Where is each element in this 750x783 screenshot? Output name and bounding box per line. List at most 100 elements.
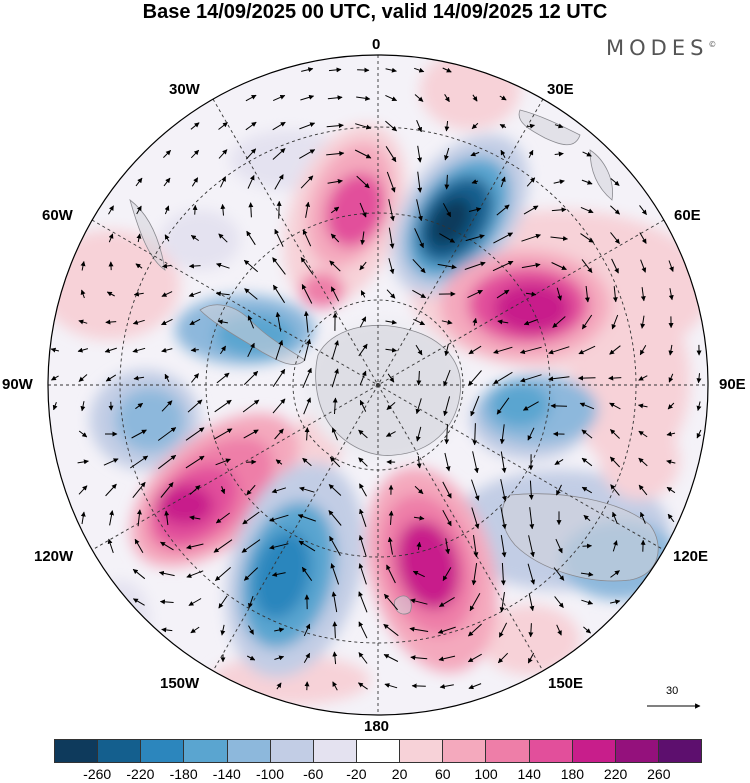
wind-arrow [581, 599, 594, 605]
colorbar-cell [98, 740, 142, 762]
wind-arrow [245, 148, 257, 160]
wind-arrow [468, 345, 482, 355]
wind-arrow [553, 567, 565, 581]
wind-arrow [275, 339, 284, 360]
wind-arrow [385, 67, 397, 73]
wind-arrow [242, 511, 260, 525]
wind-arrow [551, 262, 567, 270]
wind-arrow [77, 459, 89, 465]
wind-arrow [583, 626, 591, 634]
wind-arrow [410, 655, 428, 661]
wind-arrow [301, 67, 314, 73]
wind-arrow [416, 120, 422, 133]
wind-arrow [187, 399, 203, 413]
wind-arrow [298, 540, 316, 552]
wind-arrow [499, 95, 507, 101]
wind-arrow [358, 563, 367, 585]
wind-arrow [272, 257, 286, 275]
wind-arrow [359, 316, 367, 328]
wind-arrow [302, 457, 312, 467]
wind-arrow [329, 535, 341, 556]
wind-arrow [135, 402, 144, 410]
wind-arrow [105, 374, 117, 382]
wind-arrow [189, 318, 201, 326]
wind-arrow [497, 652, 509, 664]
wind-arrow [522, 401, 539, 411]
colorbar-cell [270, 740, 314, 762]
wind-arrow [304, 427, 310, 441]
wind-arrow [275, 459, 283, 465]
wind-arrow [272, 284, 286, 304]
wind-arrow [437, 626, 456, 634]
wind-arrow [696, 401, 702, 411]
wind-arrow [498, 622, 508, 638]
wind-arrow [77, 347, 89, 353]
wind-arrow [157, 454, 177, 470]
wind-arrow [500, 451, 507, 473]
colorbar-tick-label: 220 [603, 766, 628, 782]
wind-arrow [441, 319, 453, 325]
wind-arrow [358, 621, 368, 639]
label-30e: 30E [547, 81, 574, 98]
wind-arrow [360, 231, 366, 245]
wind-arrow [668, 344, 674, 356]
wind-arrow [163, 177, 171, 187]
wind-arrow [500, 176, 506, 188]
wind-arrow [248, 625, 254, 635]
wind-arrow [104, 347, 117, 353]
wind-arrow [134, 538, 144, 554]
wind-arrow [610, 484, 620, 496]
colorbar-tick-label: -180 [169, 766, 198, 782]
wind-arrow [492, 260, 514, 272]
wind-arrow [332, 681, 338, 691]
wind-arrow [416, 199, 423, 222]
wind-arrow [274, 627, 285, 633]
wind-arrow [243, 371, 259, 385]
colorbar-tick-label: 100 [474, 766, 498, 782]
colorbar-cell [529, 740, 573, 762]
wind-arrow [328, 510, 342, 526]
wind-arrow [666, 459, 676, 465]
wind-arrow [216, 372, 230, 384]
wind-arrow [218, 233, 228, 243]
wind-arrow [578, 345, 596, 355]
wind-arrow [360, 290, 366, 298]
wind-arrow [271, 572, 286, 577]
wind-arrow [468, 683, 482, 690]
label-0: 0 [372, 36, 381, 53]
wind-arrow [244, 288, 258, 300]
wind-arrow [215, 567, 231, 581]
wind-arrow [330, 206, 340, 214]
wind-arrow [640, 511, 646, 524]
wind-arrow [610, 570, 620, 578]
wind-arrow [215, 512, 230, 524]
colorbar-tick-label: 140 [517, 766, 541, 782]
wind-arrow [274, 174, 284, 190]
wind-arrow [473, 535, 479, 558]
wind-arrow [302, 229, 312, 247]
colorbar-cell [400, 740, 444, 762]
wind-arrow [470, 151, 480, 157]
wind-arrow [274, 428, 284, 440]
wind-arrow [666, 431, 676, 437]
wind-arrow [386, 564, 396, 584]
wind-arrow [216, 262, 230, 269]
wind-arrow [581, 314, 593, 330]
wind-arrow [499, 592, 505, 613]
wind-arrow [215, 458, 231, 466]
wind-arrow [609, 402, 621, 410]
wind-arrow [246, 230, 256, 246]
wind-arrow [105, 483, 117, 497]
wind-arrow [496, 204, 510, 216]
wind-arrow [160, 482, 174, 498]
wind-arrow [581, 179, 593, 185]
wind-arrow [443, 369, 451, 387]
wind-arrow [386, 171, 396, 193]
wind-arrow [472, 94, 478, 102]
wind-arrow [471, 179, 479, 184]
wind-arrow [500, 149, 506, 158]
wind-arrow [186, 543, 204, 550]
wind-arrow [696, 429, 702, 439]
wind-arrow [696, 373, 702, 384]
wind-arrow [359, 508, 367, 527]
